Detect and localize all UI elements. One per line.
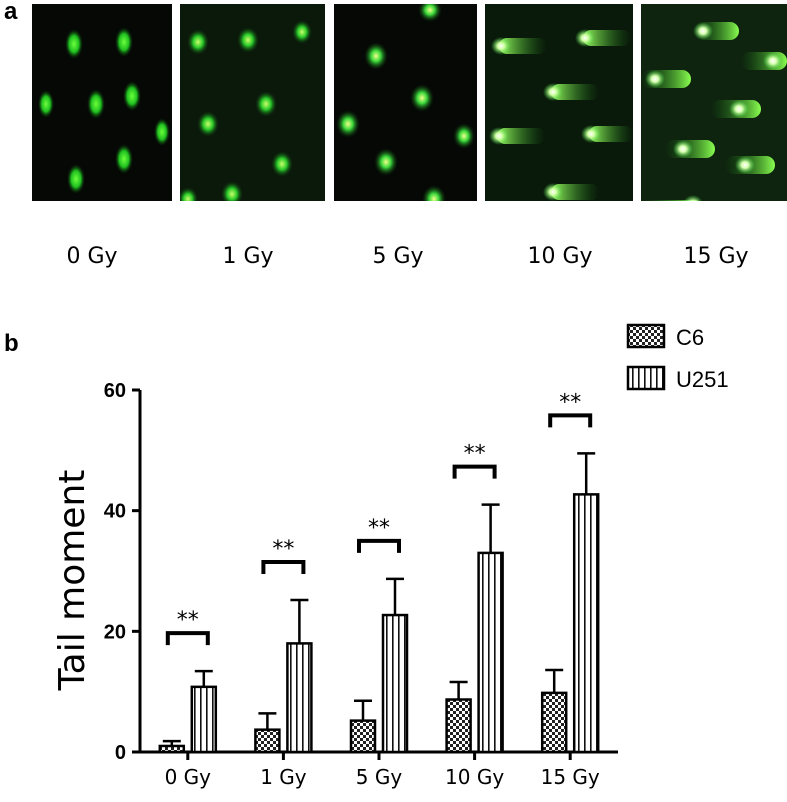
y-axis-label: Tail moment xyxy=(52,470,93,692)
y-tick-label: 40 xyxy=(104,501,126,523)
x-tick-label: 1 Gy xyxy=(260,765,307,789)
x-tick-label: 10 Gy xyxy=(445,765,504,789)
significance-label: ** xyxy=(464,442,486,467)
significance-bracket xyxy=(357,538,401,553)
legend-swatch-u251 xyxy=(626,365,666,391)
bar-c6 xyxy=(349,719,377,754)
x-tick-label: 0 Gy xyxy=(165,765,212,789)
dose-label-10gy: 10 Gy xyxy=(527,244,593,269)
significance-bracket xyxy=(165,631,210,646)
bar-u251 xyxy=(286,642,313,754)
bar-u251 xyxy=(477,551,504,754)
x-tick-label: 5 Gy xyxy=(356,765,403,789)
micrograph-1gy xyxy=(180,4,325,201)
micrograph-10gy xyxy=(485,4,633,201)
bar-u251 xyxy=(572,493,600,754)
significance-bracket xyxy=(452,464,497,479)
bar-u251 xyxy=(190,685,218,754)
panel-b-letter: b xyxy=(4,330,19,357)
dose-label-0gy: 0 Gy xyxy=(66,244,118,269)
significance-label: ** xyxy=(272,537,294,562)
bar-c6 xyxy=(540,691,568,754)
dose-label-1gy: 1 Gy xyxy=(222,244,274,269)
dose-label-5gy: 5 Gy xyxy=(372,244,424,269)
x-tick-label: 15 Gy xyxy=(541,765,600,789)
legend-swatch-c6 xyxy=(626,323,666,349)
bar-c6 xyxy=(254,728,281,754)
bar-c6 xyxy=(445,698,472,754)
bar-c6 xyxy=(158,744,186,754)
y-tick-label: 20 xyxy=(104,621,126,643)
significance-label: ** xyxy=(368,516,390,541)
legend-label-u251: U251 xyxy=(676,367,729,392)
y-tick-label: 60 xyxy=(104,380,126,402)
micrograph-15gy xyxy=(641,4,787,201)
legend-label-c6: C6 xyxy=(676,325,704,350)
significance-bracket xyxy=(261,559,306,574)
bar-u251 xyxy=(381,613,409,754)
y-tick-label: 0 xyxy=(115,742,126,764)
significance-bracket xyxy=(548,413,593,428)
micrograph-0gy xyxy=(32,4,172,201)
dose-label-15gy: 15 Gy xyxy=(683,244,749,269)
micrograph-5gy xyxy=(334,4,477,201)
tail-moment-bar-chart: 0 20 40 60 0 Gy 1 Gy 5 Gy 10 Gy 15 Gy ** ** ** ** **… xyxy=(52,323,729,789)
panel-a-letter: a xyxy=(4,0,18,25)
significance-label: ** xyxy=(177,608,199,633)
significance-label: ** xyxy=(559,390,581,415)
